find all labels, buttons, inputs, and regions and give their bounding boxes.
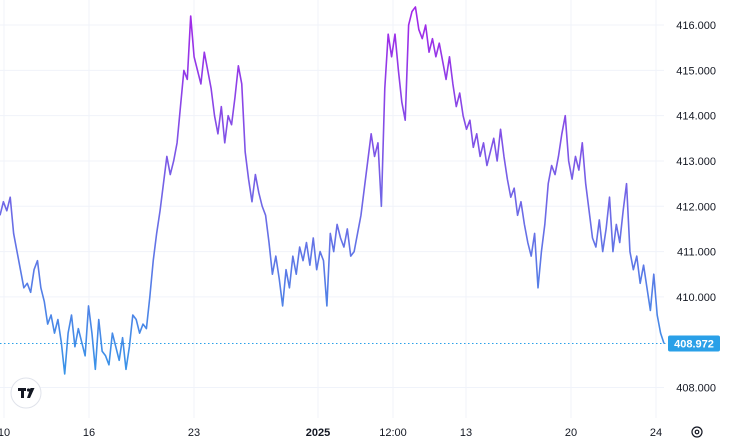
settings-gear-icon[interactable]: [691, 426, 703, 438]
tradingview-logo-icon[interactable]: [10, 377, 42, 409]
x-tick-label: 12:00: [379, 427, 407, 439]
x-tick-label: 23: [188, 427, 200, 439]
grid: [0, 0, 664, 418]
last-price-label-bg: [668, 335, 720, 352]
y-tick-label: 413.000: [676, 156, 716, 168]
series-line: [0, 6, 665, 375]
y-axis: 408.000 410.000 411.000 412.000 413.000 414.0…: [676, 20, 716, 394]
last-price-label: 408.972: [668, 335, 720, 352]
x-tick-label: 2025: [306, 427, 330, 439]
x-tick-label: 24: [650, 427, 662, 439]
x-tick-label: 20: [565, 427, 577, 439]
x-tick-label: 13: [460, 427, 472, 439]
y-tick-label: 415.000: [676, 65, 716, 77]
x-tick-label: 16: [83, 427, 95, 439]
y-tick-label: 408.000: [676, 383, 716, 395]
x-axis: 10 16 23 2025 12:00 13 20 24: [0, 427, 662, 439]
last-price-label-text: 408.972: [674, 338, 714, 350]
y-tick-label: 416.000: [676, 20, 716, 32]
x-tick-label: 10: [0, 427, 10, 439]
y-tick-label: 412.000: [676, 201, 716, 213]
y-tick-label: 414.000: [676, 111, 716, 123]
y-tick-label: 410.000: [676, 292, 716, 304]
y-tick-label: 411.000: [677, 247, 716, 259]
